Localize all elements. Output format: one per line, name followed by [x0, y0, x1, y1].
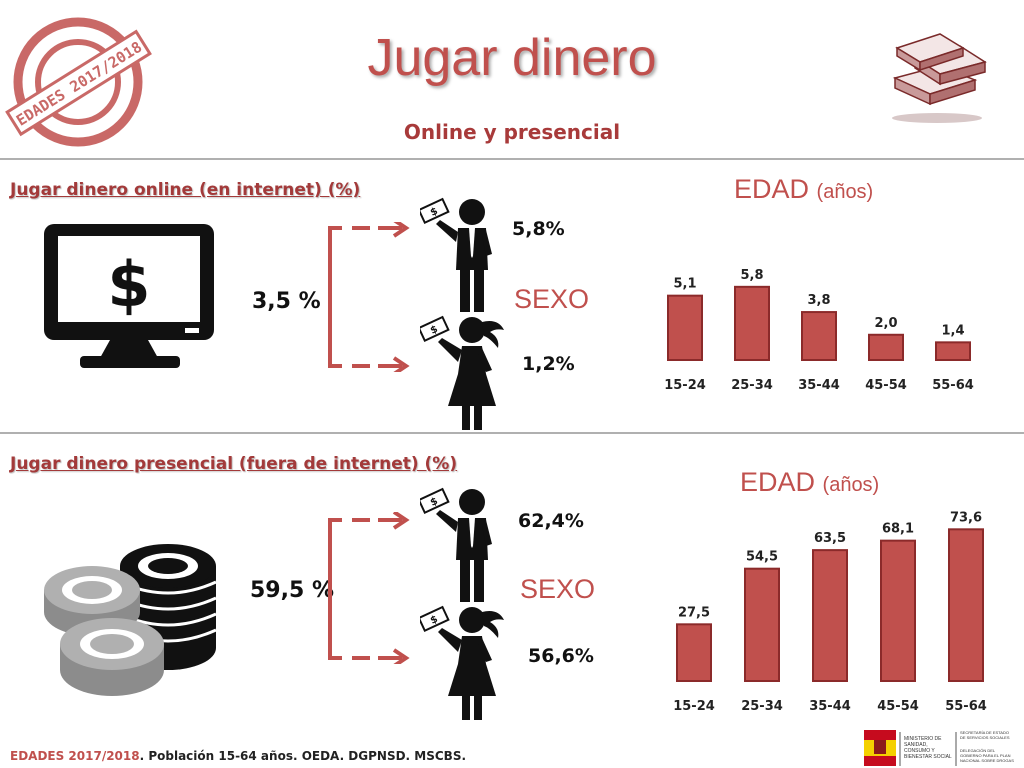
category-label-45-54: 45-54	[865, 378, 907, 393]
online-male-pct: 5,8%	[512, 218, 565, 240]
category-label-55-64: 55-64	[945, 699, 987, 714]
presencial-total: 59,5 %	[250, 578, 334, 603]
presencial-edad-word: EDAD	[740, 467, 816, 497]
data-label-15-24: 5,1	[673, 277, 696, 292]
svg-text:$: $	[107, 248, 150, 321]
data-label-45-54: 2,0	[874, 316, 897, 331]
online-female-pct: 1,2%	[522, 353, 575, 375]
page-title: Jugar dinero	[367, 29, 657, 87]
online-age-bar-chart: 5,1 15-24 5,8 25-34 3,8 35-44 2,0 45-54 1,4 55-64	[664, 268, 974, 393]
edades-stamp: EDADES 2017/2018	[5, 17, 152, 147]
bar-45-54	[880, 539, 916, 682]
money-stack-icon	[892, 33, 987, 123]
bar-15-24	[676, 623, 712, 683]
ministry-delegacion: DELEGACIÓN DEL GOBIERNO PARA EL PLAN NAC…	[960, 748, 1014, 763]
category-label-35-44: 35-44	[809, 699, 851, 714]
bar-15-24	[667, 294, 703, 361]
category-label-15-24: 15-24	[673, 699, 715, 714]
female-figure-icon: $	[420, 605, 504, 720]
online-bracket-arrows	[328, 222, 410, 372]
category-label-45-54: 45-54	[877, 699, 919, 714]
spain-coat-of-arms-icon	[864, 730, 957, 766]
online-edad-unit: (años)	[816, 181, 874, 203]
svg-text:$: $	[429, 206, 440, 219]
bar-35-44	[812, 549, 848, 682]
category-label-25-34: 25-34	[741, 699, 783, 714]
male-figure-icon: $	[420, 197, 492, 312]
presencial-female-pct: 56,6%	[528, 645, 594, 667]
monitor-dollar-icon: $	[44, 224, 214, 368]
bar-25-34	[744, 567, 780, 682]
presencial-age-bar-chart: 27,5 15-24 54,5 25-34 63,5 35-44 68,1 45-54 73,6…	[673, 510, 987, 714]
data-label-35-44: 63,5	[814, 531, 846, 546]
category-label-15-24: 15-24	[664, 378, 706, 393]
bar-45-54	[868, 333, 904, 362]
male-figure-icon: $	[420, 487, 492, 602]
data-label-35-44: 3,8	[807, 293, 830, 308]
ministry-secretaria: SECRETARÍA DE ESTADO DE SERVICIOS SOCIAL…	[960, 730, 1010, 740]
presencial-edad-unit: (años)	[822, 474, 880, 496]
category-label-55-64: 55-64	[932, 378, 974, 393]
bar-55-64	[948, 528, 984, 682]
online-edad-word: EDAD	[734, 174, 810, 204]
data-label-55-64: 1,4	[941, 323, 964, 338]
female-figure-icon: $	[420, 315, 504, 430]
footer-source: EDADES 2017/2018. Población 15-64 años. …	[10, 749, 466, 763]
svg-text:$: $	[429, 324, 440, 337]
presencial-bracket-arrows	[328, 512, 410, 664]
ministry-name: MINISTERIO DE SANIDAD, CONSUMO Y BIENEST…	[904, 736, 952, 760]
footer-source-em: EDADES 2017/2018	[10, 749, 140, 763]
presencial-section-title: Jugar dinero presencial (fuera de intern…	[10, 454, 458, 474]
category-label-35-44: 35-44	[798, 378, 840, 393]
data-label-45-54: 68,1	[882, 522, 914, 537]
presencial-sexo-label: SEXO	[520, 574, 596, 604]
svg-text:$: $	[429, 614, 440, 627]
svg-text:$: $	[429, 496, 440, 509]
data-label-25-34: 54,5	[746, 550, 778, 565]
bar-35-44	[801, 311, 837, 361]
data-label-25-34: 5,8	[740, 268, 763, 283]
presencial-edad-label: EDAD (años)	[740, 467, 879, 498]
data-label-55-64: 73,6	[950, 510, 982, 525]
online-total: 3,5 %	[252, 289, 321, 314]
data-label-15-24: 27,5	[678, 605, 710, 620]
footer-source-rest: . Población 15-64 años. OEDA. DGPNSD. MS…	[139, 749, 467, 763]
ministry-logo: MINISTERIO DE SANIDAD, CONSUMO Y BIENEST…	[864, 728, 1014, 768]
divider-middle	[0, 432, 1024, 434]
presencial-male-pct: 62,4%	[518, 510, 584, 532]
online-sexo-label: SEXO	[514, 284, 590, 314]
bar-25-34	[734, 285, 770, 361]
divider-top	[0, 158, 1024, 160]
online-edad-label: EDAD (años)	[734, 174, 873, 205]
online-section-title: Jugar dinero online (en internet) (%)	[10, 180, 361, 200]
page-subtitle: Online y presencial	[403, 120, 621, 144]
casino-chips-icon	[44, 544, 217, 696]
bar-55-64	[935, 341, 971, 362]
category-label-25-34: 25-34	[731, 378, 773, 393]
